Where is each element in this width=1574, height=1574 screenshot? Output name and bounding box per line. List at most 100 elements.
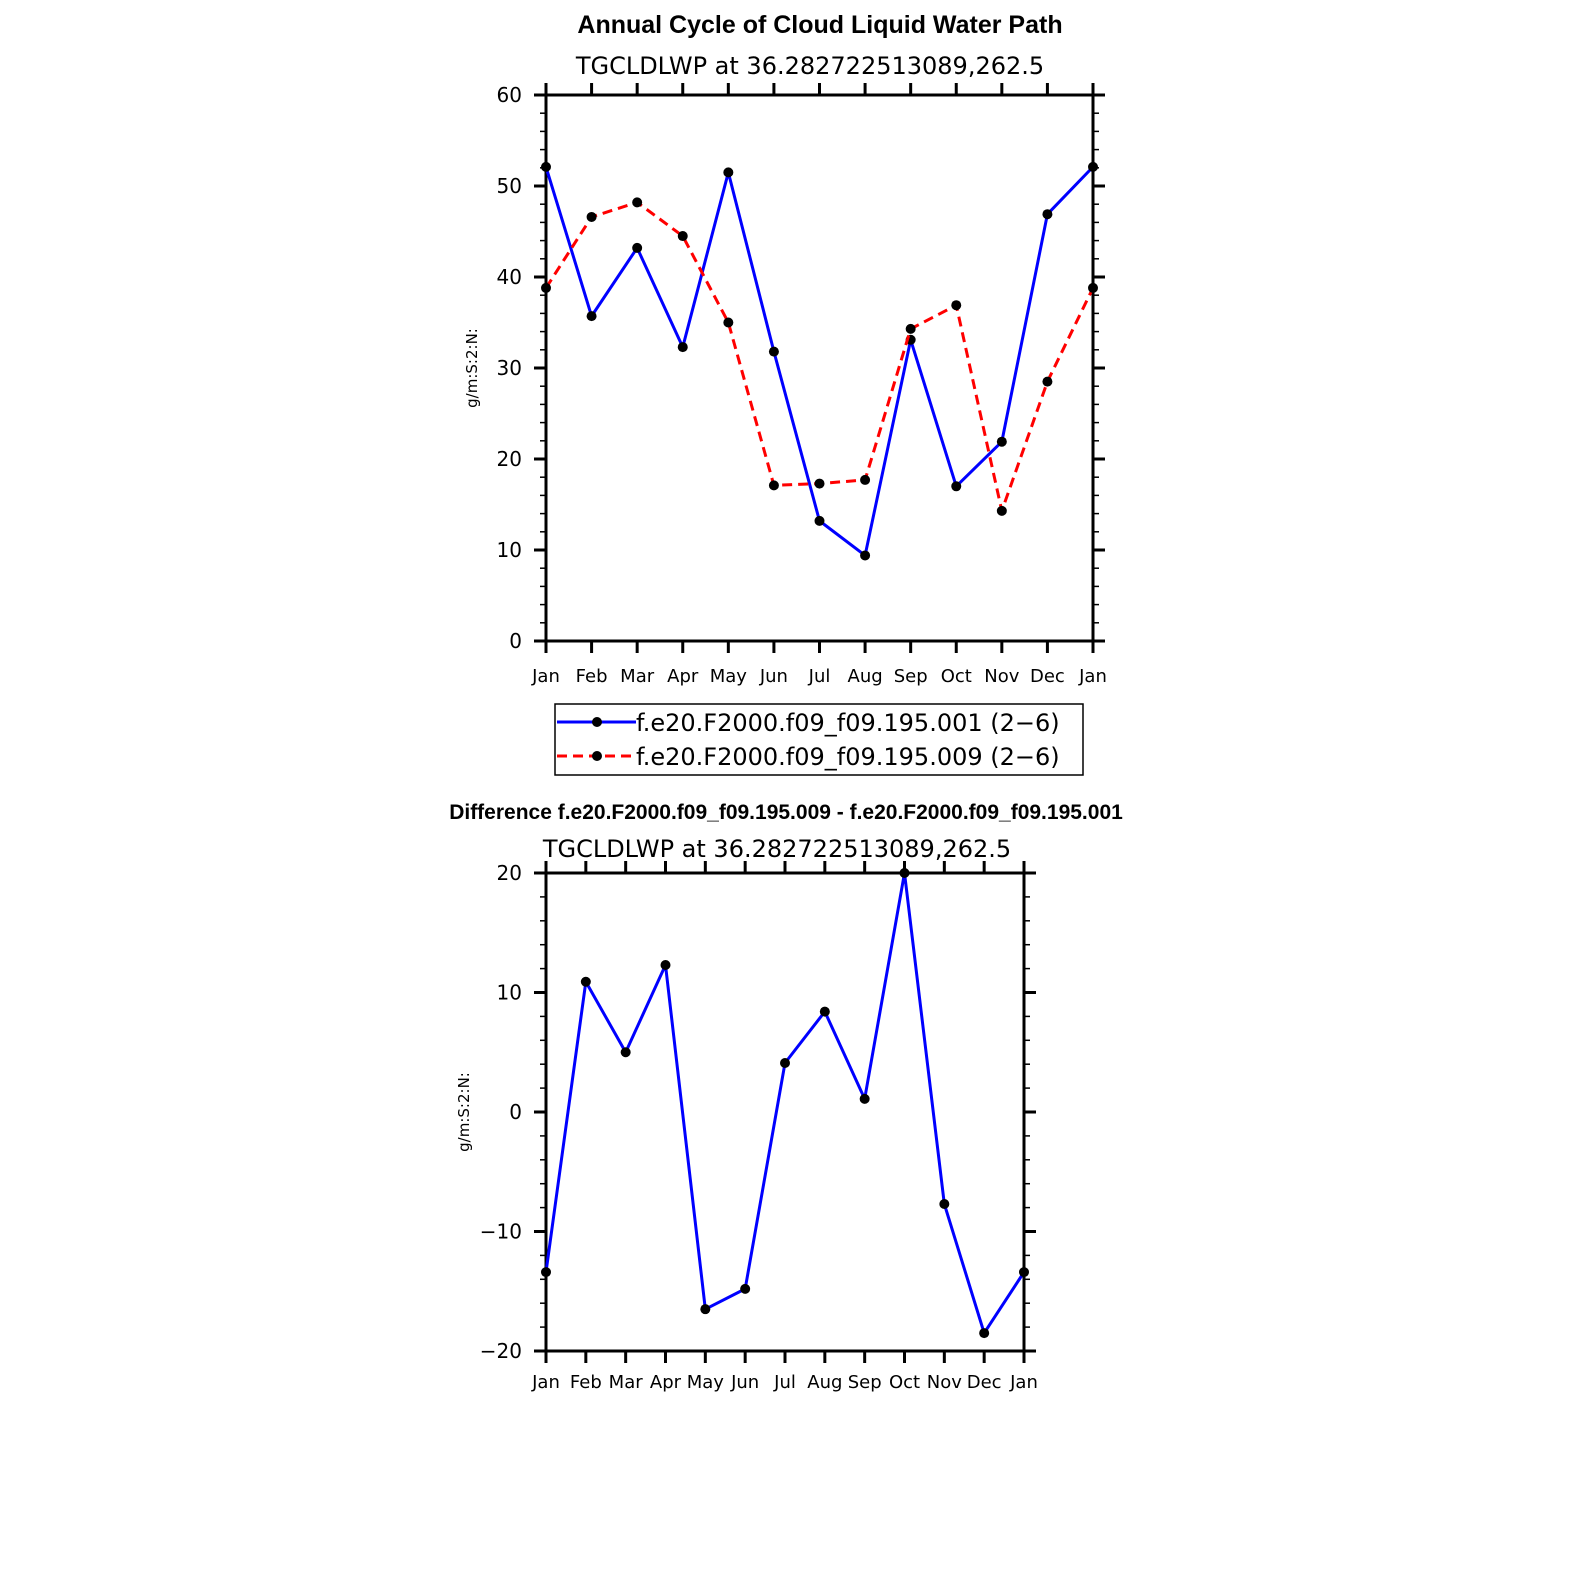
x-tick-label: May xyxy=(687,1372,725,1393)
series-2-point xyxy=(814,478,825,489)
series-line-1 xyxy=(544,871,1026,1335)
legend-swatch-blue-marker xyxy=(592,717,602,727)
series-1-point xyxy=(660,960,671,971)
series-1-point xyxy=(1042,209,1053,220)
chart1-y-axis-label: g/m:S:2:N: xyxy=(463,328,481,408)
y-tick-label: 0 xyxy=(509,629,522,653)
series-1-point xyxy=(979,1328,990,1339)
series-1-point xyxy=(939,1199,950,1210)
series-1-point xyxy=(951,481,962,492)
y-tick-label: 10 xyxy=(497,981,522,1005)
series-1-point xyxy=(780,1058,790,1069)
x-tick-label: Jul xyxy=(808,666,831,687)
series-1-point xyxy=(632,242,643,253)
y-tick-label: 50 xyxy=(497,174,522,198)
series-1-point xyxy=(859,1093,870,1104)
chart2-plot-frame xyxy=(544,871,1026,1353)
series-2-point xyxy=(905,323,916,334)
series-2-point xyxy=(1042,376,1053,387)
y-tick-label: 40 xyxy=(497,265,522,289)
difference-chart: Difference f.e20.F2000.f09_f09.195.009 -… xyxy=(449,801,1123,1393)
x-tick-label: Jun xyxy=(730,1372,759,1393)
x-tick-label: Apr xyxy=(650,1372,682,1393)
series-1-point xyxy=(996,436,1007,447)
series-1-point xyxy=(899,868,910,878)
chart2-series xyxy=(541,868,1029,1339)
y-tick-label: 10 xyxy=(497,538,522,562)
annual-cycle-chart: Annual Cycle of Cloud Liquid Water Path … xyxy=(463,11,1107,776)
series-1-point xyxy=(768,346,779,357)
y-tick-label: 20 xyxy=(497,447,522,471)
legend-swatch-red-marker xyxy=(592,751,602,761)
series-1-point xyxy=(620,1047,631,1058)
series-2-point xyxy=(996,505,1007,516)
series-2-point xyxy=(723,317,734,328)
x-tick-label: Aug xyxy=(807,1372,842,1393)
series-2-point xyxy=(677,231,688,242)
series-1-point xyxy=(541,161,551,172)
chart1-ticks xyxy=(534,83,1105,653)
legend-box xyxy=(554,703,1084,776)
chart2-y-tick-labels: −20 −10 0 10 20 xyxy=(480,861,522,1363)
series-2-point xyxy=(632,197,643,208)
x-tick-label: Jan xyxy=(1009,1372,1038,1393)
x-tick-label: Nov xyxy=(927,1372,962,1393)
x-tick-label: Jan xyxy=(531,1372,560,1393)
x-tick-label: Apr xyxy=(667,666,699,687)
series-1-point xyxy=(819,1006,830,1017)
x-tick-label: May xyxy=(710,666,748,687)
x-tick-label: Jan xyxy=(531,666,560,687)
y-tick-label: 60 xyxy=(497,83,522,107)
chart1-subtitle: TGCLDLWP at 36.282722513089,262.5 xyxy=(575,52,1044,80)
y-tick-label: 0 xyxy=(509,1100,522,1124)
series-1-point xyxy=(814,515,825,526)
legend-label-series-2: f.e20.F2000.f09_f09.195.009 (2−6) xyxy=(636,743,1060,771)
chart1-series xyxy=(541,161,1098,561)
series-1-point xyxy=(541,1267,551,1278)
x-tick-label: Feb xyxy=(570,1372,602,1393)
series-1-point xyxy=(700,1304,711,1315)
series-2-point xyxy=(951,300,962,311)
series-2-point xyxy=(541,282,551,293)
series-2-point xyxy=(768,480,779,491)
series-1-point xyxy=(677,342,688,353)
series-1-point xyxy=(1019,1267,1029,1278)
chart1-x-tick-labels: Jan Feb Mar Apr May Jun Jul Aug Sep Oct Nov Dec Jan xyxy=(531,666,1107,687)
x-tick-label: Mar xyxy=(609,1372,644,1393)
x-tick-label: Dec xyxy=(967,1372,1002,1393)
x-tick-label: Jan xyxy=(1078,666,1107,687)
y-tick-label: −10 xyxy=(480,1220,522,1244)
series-1-point xyxy=(586,311,597,322)
y-tick-label: 30 xyxy=(497,356,522,380)
series-2-point xyxy=(1088,282,1098,293)
x-tick-label: Sep xyxy=(848,1372,882,1393)
chart2-y-axis-label: g/m:S:2:N: xyxy=(455,1072,473,1152)
chart2-x-tick-labels: Jan Feb Mar Apr May Jun Jul Aug Sep Oct Nov Dec Jan xyxy=(531,1372,1038,1393)
chart2-subtitle: TGCLDLWP at 36.282722513089,262.5 xyxy=(542,835,1011,863)
series-line-1 xyxy=(544,165,1095,557)
x-tick-label: Oct xyxy=(889,1372,920,1393)
series-1-point xyxy=(580,976,591,987)
y-tick-label: 20 xyxy=(497,861,522,885)
x-tick-label: Feb xyxy=(576,666,608,687)
x-tick-label: Oct xyxy=(941,666,972,687)
x-tick-label: Nov xyxy=(984,666,1019,687)
y-tick-label: −20 xyxy=(480,1339,522,1363)
x-tick-label: Aug xyxy=(848,666,883,687)
x-tick-label: Jul xyxy=(773,1372,796,1393)
x-tick-label: Jun xyxy=(759,666,788,687)
series-1-point xyxy=(1088,161,1098,172)
x-tick-label: Sep xyxy=(894,666,928,687)
x-tick-label: Dec xyxy=(1030,666,1065,687)
series-line-2 xyxy=(544,200,1095,513)
legend-label-series-1: f.e20.F2000.f09_f09.195.001 (2−6) xyxy=(636,709,1060,737)
chart1-plot-frame xyxy=(544,93,1095,643)
series-2-point xyxy=(860,474,871,485)
x-tick-label: Mar xyxy=(620,666,655,687)
chart1-legend: f.e20.F2000.f09_f09.195.001 (2−6) f.e20.… xyxy=(554,703,1084,776)
chart1-title: Annual Cycle of Cloud Liquid Water Path xyxy=(577,11,1062,39)
series-1-point xyxy=(860,550,871,561)
chart2-title: Difference f.e20.F2000.f09_f09.195.009 -… xyxy=(449,801,1123,824)
series-2-point xyxy=(586,211,597,222)
